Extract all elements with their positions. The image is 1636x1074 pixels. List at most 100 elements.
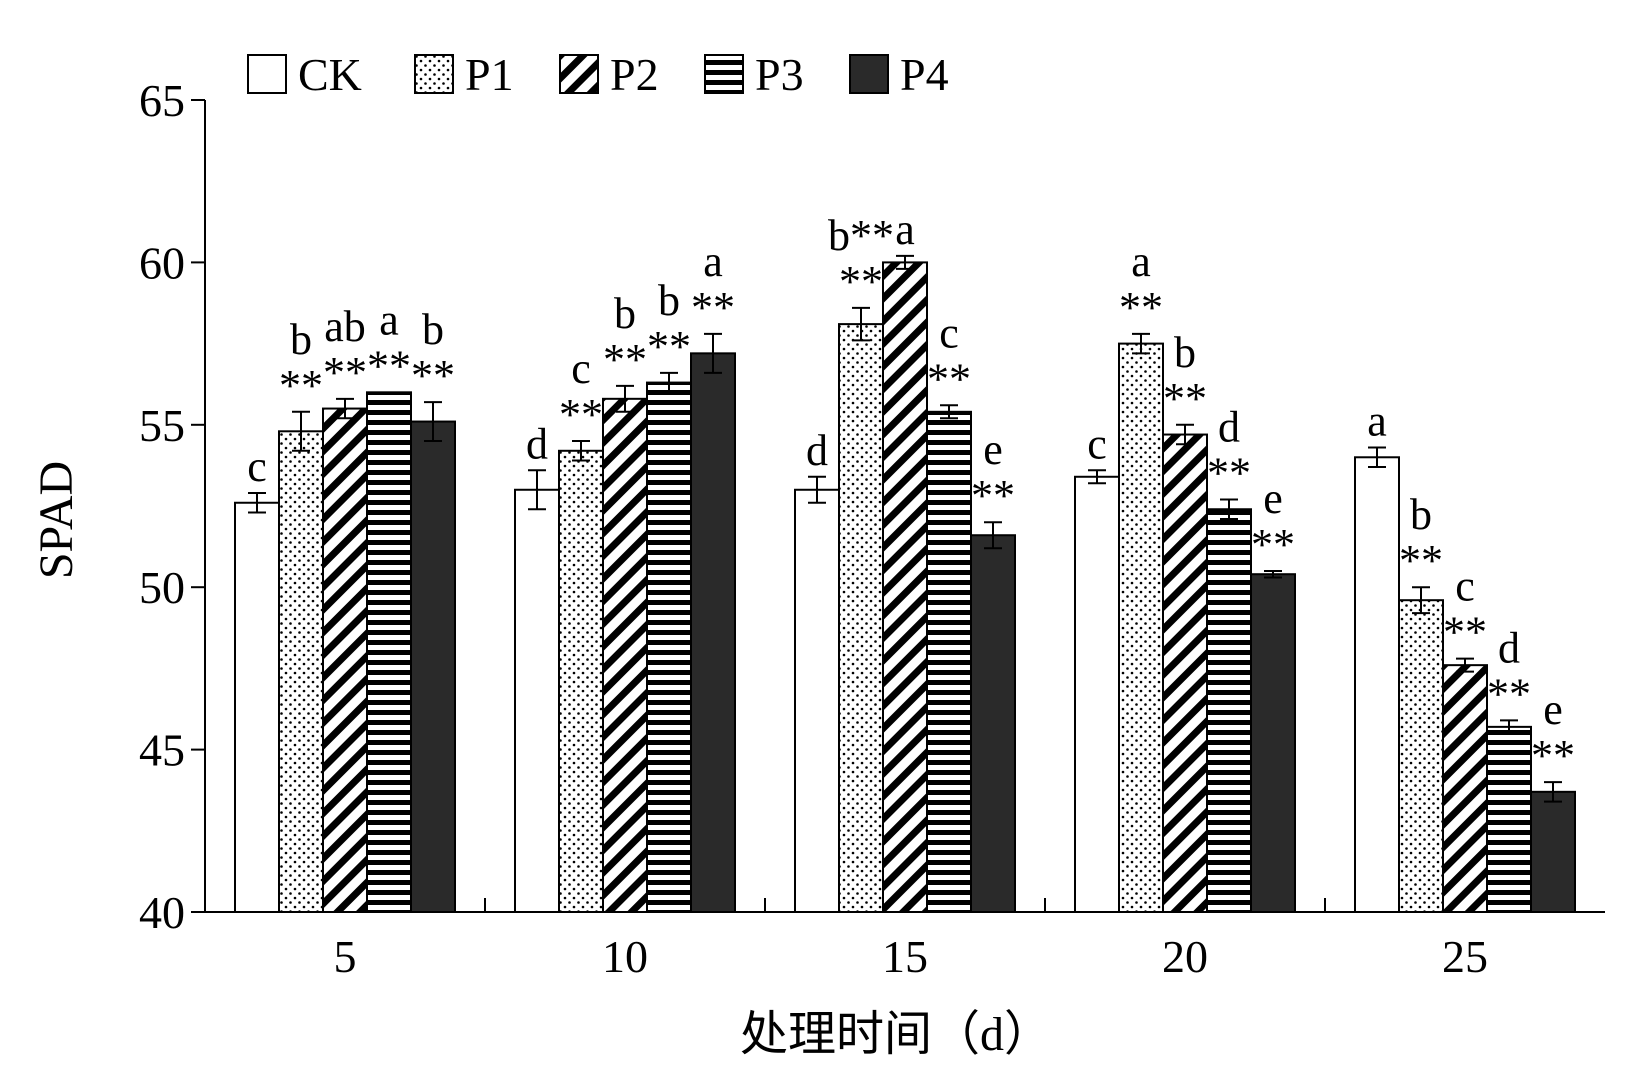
y-tick-label: 40 — [139, 887, 185, 938]
significance-label: c — [1455, 562, 1475, 611]
significance-label: c — [247, 442, 267, 491]
significance-label: a — [1131, 237, 1151, 286]
y-tick-label: 50 — [139, 562, 185, 613]
error-bar — [336, 397, 354, 420]
bar-p3-10 — [646, 381, 692, 913]
y-tick-label: 45 — [139, 725, 185, 776]
bar-p4-15 — [970, 534, 1016, 913]
significance-label: b** — [828, 211, 894, 260]
legend-swatch-ck — [247, 54, 287, 94]
significance-label: ** — [1487, 669, 1531, 718]
significance-label: ** — [1119, 283, 1163, 332]
axes: 40 45 50 55 60 65 5 10 15 20 25 — [139, 75, 1605, 982]
significance-label: c — [939, 308, 959, 357]
x-tick-label: 25 — [1442, 931, 1488, 982]
y-tick-label: 55 — [139, 400, 185, 451]
bar-p3-15 — [926, 410, 972, 913]
legend-label: CK — [298, 49, 362, 100]
bar-ck-25 — [1354, 456, 1400, 913]
bars — [234, 254, 1576, 914]
significance-labels: c d d c ab** c**b**** a**b**ab**b**ab**c**a**b… — [247, 205, 1575, 780]
bar-ck-15 — [794, 488, 840, 913]
significance-label: b — [422, 305, 444, 354]
significance-label: b — [658, 276, 680, 325]
error-bar — [1220, 498, 1238, 520]
x-tick-label: 15 — [882, 931, 928, 982]
bar-p4-20 — [1250, 573, 1296, 913]
y-tick-label: 60 — [139, 237, 185, 288]
error-bar — [1412, 586, 1430, 615]
error-bar — [896, 254, 914, 270]
bar-ck-20 — [1074, 475, 1120, 913]
legend: CK P1 P2 P3 P4 — [247, 49, 949, 100]
bar-ck-10 — [514, 488, 560, 913]
x-tick-label: 10 — [602, 931, 648, 982]
significance-label: a — [703, 237, 723, 286]
error-bar — [616, 384, 634, 413]
significance-label: ** — [839, 257, 883, 306]
significance-label: ** — [647, 322, 691, 371]
error-bar — [1132, 332, 1150, 355]
significance-label: ** — [1531, 731, 1575, 780]
error-bar — [424, 401, 442, 443]
significance-label: ** — [927, 354, 971, 403]
significance-label: a — [1367, 397, 1387, 446]
x-tick-label: 5 — [334, 931, 357, 982]
significance-label: ** — [1443, 608, 1487, 657]
error-bar — [1456, 657, 1474, 673]
error-bar — [852, 306, 870, 342]
x-tick-label: 20 — [1162, 931, 1208, 982]
significance-label: ** — [559, 390, 603, 439]
significance-label: ** — [1251, 520, 1295, 569]
significance-label: ** — [411, 351, 455, 400]
significance-label: d — [1218, 403, 1240, 452]
legend-swatch-p2 — [559, 54, 599, 94]
error-bar — [572, 440, 590, 462]
significance-label: b — [1410, 490, 1432, 539]
error-bar — [940, 404, 958, 420]
significance-label: ** — [1207, 449, 1251, 498]
y-axis-title: SPAD — [30, 461, 83, 579]
legend-swatch-p1 — [414, 54, 454, 94]
legend-label: P2 — [610, 49, 659, 100]
bar-p1-5 — [278, 430, 324, 913]
significance-label: b — [614, 289, 636, 338]
bar-p2-5 — [322, 407, 368, 913]
bar-p2-15 — [882, 261, 928, 913]
legend-swatch-p4 — [849, 54, 889, 94]
significance-label: ** — [1399, 536, 1443, 585]
error-bar — [660, 371, 678, 394]
error-bar — [1500, 719, 1518, 735]
bar-p3-20 — [1206, 508, 1252, 913]
bar-p4-5 — [410, 420, 456, 913]
error-bar — [292, 410, 310, 452]
legend-label: P4 — [900, 49, 949, 100]
significance-label: ** — [279, 361, 323, 410]
significance-label: ab — [324, 302, 366, 351]
error-bar — [984, 521, 1002, 550]
y-tick-label: 65 — [139, 75, 185, 126]
significance-label: ** — [367, 341, 411, 390]
significance-label: ** — [691, 283, 735, 332]
bar-p2-10 — [602, 397, 648, 914]
error-bar — [808, 475, 826, 504]
significance-label: b — [1174, 328, 1196, 377]
error-bar — [1088, 469, 1106, 485]
significance-label: d — [1498, 623, 1520, 672]
bar-p1-10 — [558, 449, 604, 913]
x-axis-title: 处理时间（d） — [740, 1008, 1052, 1061]
bar-p2-25 — [1442, 664, 1488, 913]
significance-label: a — [895, 205, 915, 254]
significance-label: d — [806, 426, 828, 475]
bar-p1-25 — [1398, 599, 1444, 914]
legend-label: P1 — [465, 49, 514, 100]
bar-p2-20 — [1162, 433, 1208, 913]
bar-p4-10 — [690, 352, 736, 913]
bar-ck-5 — [234, 501, 280, 913]
legend-swatch-p3 — [704, 54, 744, 94]
significance-label: ** — [603, 335, 647, 384]
significance-label: ** — [971, 471, 1015, 520]
significance-label: c — [571, 344, 591, 393]
bar-p4-25 — [1530, 790, 1576, 913]
significance-label: e — [1263, 474, 1283, 523]
